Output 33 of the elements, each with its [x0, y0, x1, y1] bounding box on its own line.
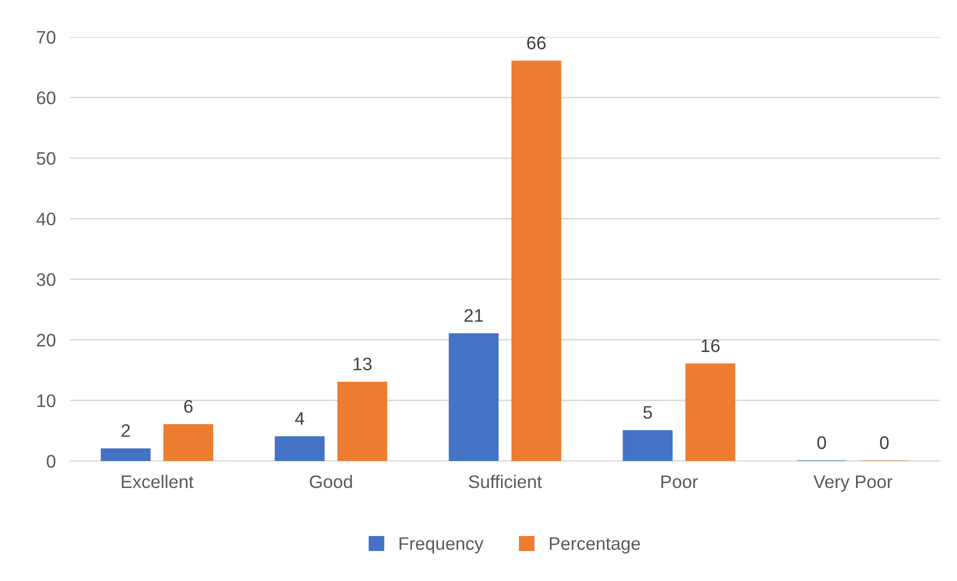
data-label: 4	[295, 412, 304, 425]
x-tick-label: Excellent	[122, 474, 194, 488]
data-label: 2	[122, 424, 130, 437]
x-tick-label: Sufficient	[468, 474, 542, 488]
x-tick-label: Poor	[661, 476, 698, 488]
bar	[274, 436, 325, 461]
y-tick-label: 0	[46, 454, 56, 468]
data-label: 13	[354, 358, 372, 370]
bar	[100, 448, 151, 461]
bar	[448, 333, 499, 461]
y-tick-label: 20	[36, 334, 56, 347]
bar	[163, 424, 214, 461]
x-tick-label: Very Poor	[813, 476, 892, 492]
data-label: 5	[643, 406, 652, 419]
data-label: 0	[880, 436, 889, 450]
bar	[685, 364, 736, 461]
bar	[337, 382, 388, 461]
legend-label: Frequency	[400, 537, 484, 554]
data-label: 16	[702, 339, 720, 352]
y-tick-label: 40	[36, 212, 56, 226]
y-tick-label: 10	[37, 394, 56, 408]
data-label: 66	[527, 36, 546, 50]
data-label: 6	[184, 400, 193, 413]
data-label: 0	[817, 436, 826, 450]
y-tick-label: 30	[36, 273, 56, 286]
y-tick-label: 50	[36, 152, 56, 165]
y-tick-label: 60	[36, 92, 56, 104]
data-label: 21	[464, 309, 483, 322]
y-tick-label: 70	[36, 30, 56, 44]
legend-label: Percentage	[550, 537, 640, 554]
x-tick-label: Good	[310, 474, 352, 488]
bar	[622, 430, 673, 461]
bar	[511, 60, 562, 461]
